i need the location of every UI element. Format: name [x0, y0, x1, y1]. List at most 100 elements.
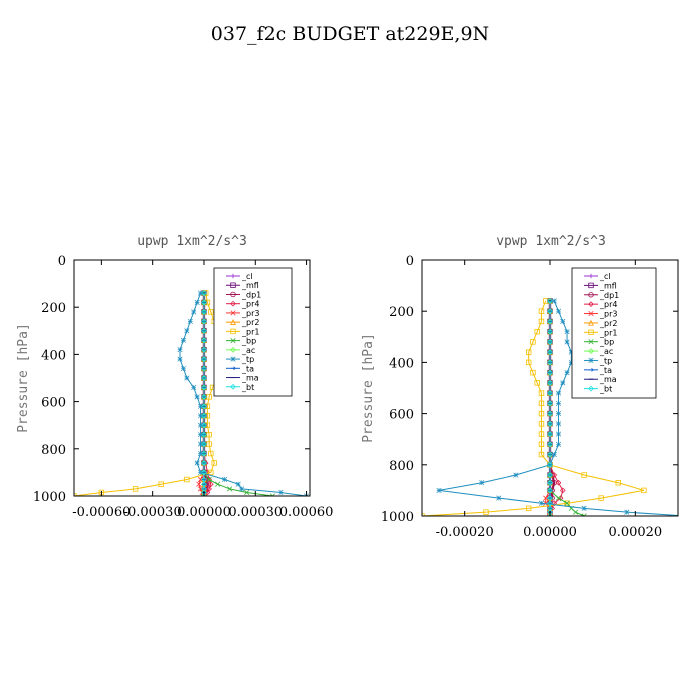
vpwp-point-pr4 [551, 500, 558, 507]
upwp-legend-label: _bp [241, 337, 256, 346]
vpwp-legend-marker [588, 368, 594, 372]
vpwp-legend-entry: _dp1 [584, 291, 619, 300]
vpwp-point-bt [547, 420, 553, 427]
upwp-point-tp [198, 441, 204, 447]
upwp-legend-entry: _mfl [226, 281, 259, 290]
vpwp-legend-label: _pr1 [599, 328, 617, 337]
vpwp-point-bt [547, 349, 553, 356]
upwp-point-pr4 [207, 481, 214, 488]
vpwp-legend-entry: _bp [584, 338, 614, 347]
upwp-point-tp [177, 347, 183, 353]
upwp-point-tp [278, 489, 284, 496]
vpwp-point-tp [560, 380, 566, 386]
upwp-legend-marker [230, 383, 236, 390]
vpwp-point-pr1 [534, 380, 540, 386]
upwp-legend-marker [230, 291, 236, 298]
upwp-legend-label: _ta [241, 364, 254, 373]
vpwp-legend-entry: _pr1 [584, 328, 617, 337]
upwp-x-tick-label: 0.00030 [228, 505, 282, 520]
vpwp-point-pr3 [543, 500, 549, 506]
upwp-point-bt [201, 337, 207, 344]
vpwp-legend-entry: _cl [584, 272, 611, 281]
vpwp-legend-entry: _ac [584, 347, 613, 356]
vpwp-ticks-layer: 0 200 400 600 800 1000 -0.00020 0.00000 0.00020 [381, 254, 678, 540]
vpwp-point-bt [547, 461, 553, 468]
upwp-legend-entry: _ta [226, 364, 254, 373]
vpwp-point-tp [555, 441, 562, 447]
upwp-legend-box [213, 267, 293, 397]
vpwp-point-tp [564, 329, 570, 335]
figure-title: 037_f2c BUDGET at229E,9N [211, 23, 489, 45]
upwp-legend-marker [230, 310, 236, 316]
vpwp-point-tp [436, 487, 442, 493]
upwp-legend-entry: _pr1 [226, 327, 259, 336]
vpwp-series-pr1 [422, 298, 647, 516]
vpwp-point-bt [547, 472, 553, 478]
vpwp-legend-marker [588, 385, 594, 392]
vpwp-series-tp [436, 298, 678, 516]
vpwp-point-pr1 [525, 505, 532, 512]
vpwp-point-bt [547, 400, 553, 407]
vpwp-legend-label: _bp [599, 338, 614, 347]
upwp-ticks-layer: 0 200 400 600 800 1000 -0.00060-0.000300.00000… [33, 254, 334, 520]
upwp-point-tp [221, 476, 228, 483]
vpwp-point-bt [547, 410, 553, 417]
vpwp-point-tp [555, 431, 562, 437]
upwp-point-tp [191, 309, 197, 315]
vpwp-point-tp [581, 505, 587, 511]
upwp-point-tp [198, 469, 204, 475]
vpwp-point-bt [547, 479, 553, 486]
vpwp-point-pr1 [538, 318, 545, 325]
vpwp-legend-entry: _mfl [584, 281, 617, 290]
upwp-legend-label: _pr4 [241, 300, 259, 309]
vpwp-point-bt [547, 451, 553, 458]
upwp-legend-marker [230, 273, 236, 279]
upwp-legend: _cl_mfl_dp1_pr4_pr3_pr2_pr1_bp_ac_tp_ta_… [213, 267, 293, 397]
upwp-point-pr1 [208, 309, 214, 315]
vpwp-legend-entry: _pr3 [584, 310, 617, 319]
upwp-legend-label: _pr3 [241, 309, 259, 318]
vpwp-legend-marker [588, 310, 594, 317]
upwp-legend-entry: _pr3 [226, 309, 259, 318]
vpwp-point-bt [547, 513, 553, 516]
upwp-plot-frame [73, 259, 311, 497]
vpwp-legend-label: _cl [599, 272, 611, 281]
upwp-point-tp [198, 413, 204, 419]
vpwp-legend-label: _pr4 [599, 300, 617, 309]
vpwp-legend-marker [588, 357, 594, 364]
upwp-point-bt [201, 431, 207, 438]
upwp-point-tp [184, 328, 190, 334]
upwp-point-tp [198, 403, 204, 409]
upwp-point-tp [198, 432, 204, 438]
upwp-point-bt [201, 412, 207, 419]
vpwp-point-pr1 [538, 451, 545, 458]
vpwp-y-tick-label: 1000 [381, 510, 414, 525]
upwp-point-bp [244, 489, 250, 496]
vpwp-point-tp [624, 509, 630, 515]
upwp-panel-title: upwp 1xm^2/s^3 [137, 234, 247, 249]
vpwp-point-pr1 [483, 509, 489, 515]
upwp-legend-entry: _ma [226, 374, 259, 383]
vpwp-point-pr1 [538, 308, 545, 314]
upwp-point-tp [187, 318, 193, 324]
vpwp-point-bt [547, 369, 553, 376]
vpwp-legend-label: _dp1 [599, 291, 619, 300]
upwp-legend-label: _pr1 [241, 327, 259, 336]
vpwp-legend-label: _mfl [599, 281, 617, 290]
upwp-point-bt [201, 299, 207, 306]
upwp-point-tp [239, 486, 245, 492]
upwp-legend-label: _ac [241, 346, 255, 355]
vpwp-point-bt [547, 505, 553, 512]
vpwp-legend-entry: _ma [584, 375, 617, 384]
upwp-point-pr1 [208, 450, 214, 457]
vpwp-point-pr1 [615, 480, 621, 486]
vpwp-legend-marker [588, 273, 594, 279]
vpwp-x-tick-label: 0.00020 [608, 525, 662, 540]
vpwp-y-tick-label: 400 [389, 356, 414, 371]
vpwp-legend-marker [588, 319, 594, 326]
vpwp-point-bt [547, 441, 553, 448]
vpwp-x-tick-label: 0.00000 [523, 525, 577, 540]
upwp-point-pr3 [196, 481, 202, 487]
upwp-x-tick-label: 0.00060 [280, 505, 334, 520]
upwp-legend-marker [230, 356, 236, 362]
